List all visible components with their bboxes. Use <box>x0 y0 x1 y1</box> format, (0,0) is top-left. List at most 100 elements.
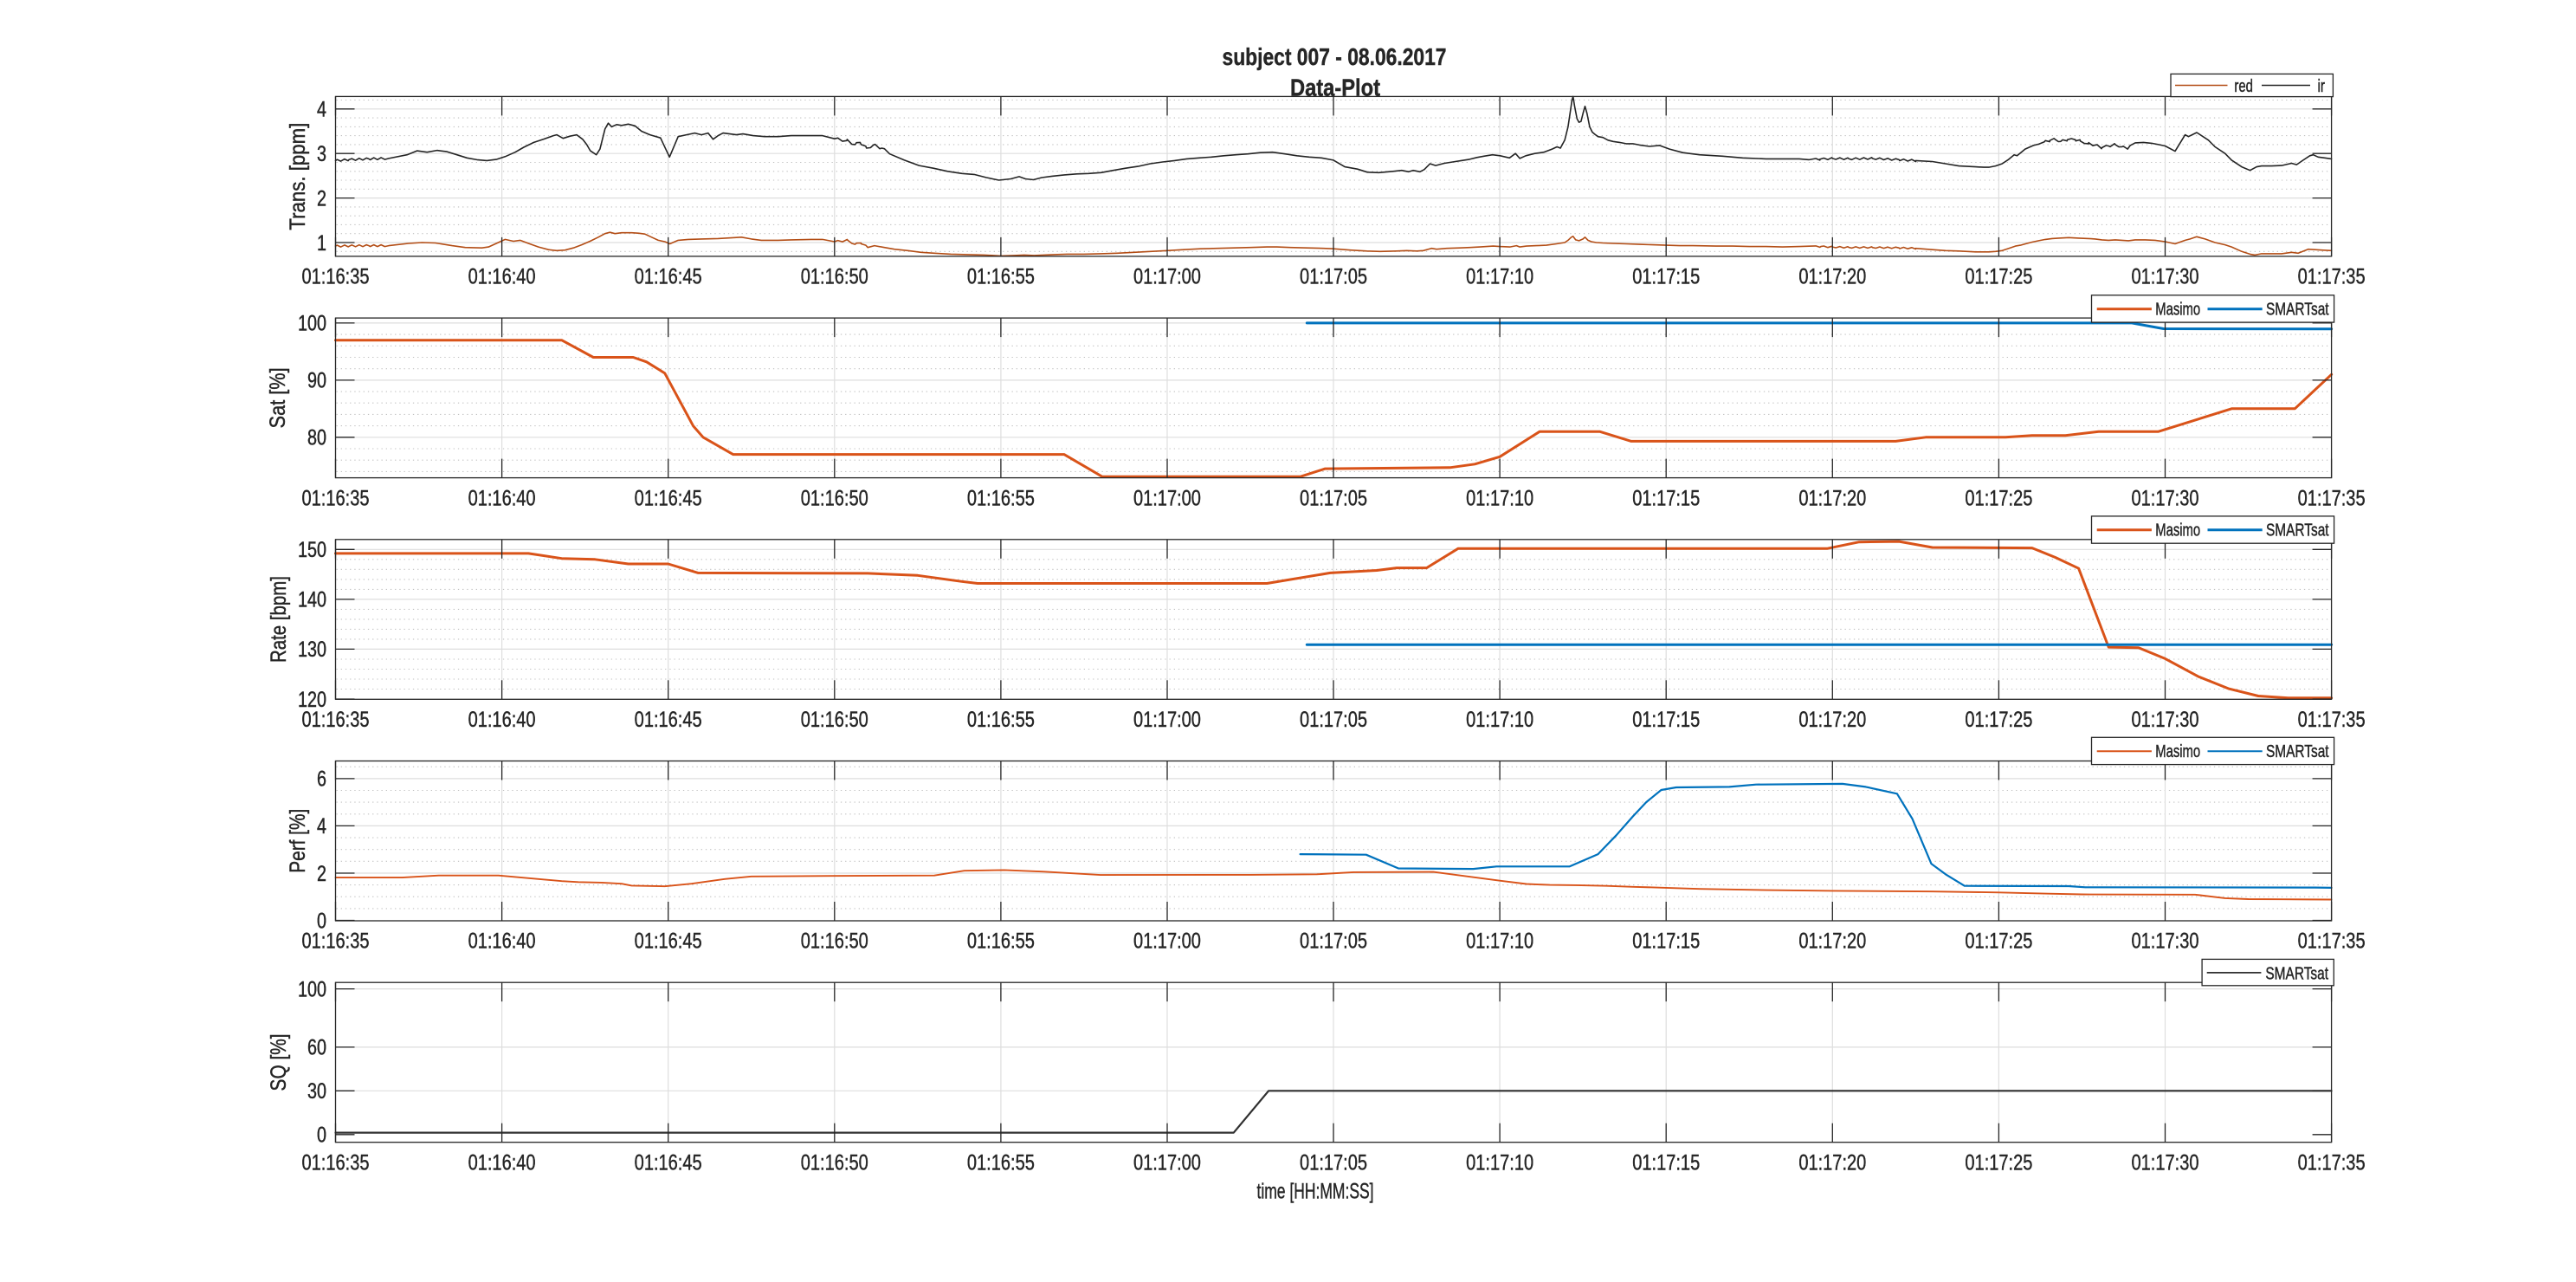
svg-text:01:17:10: 01:17:10 <box>1466 708 1533 732</box>
svg-text:3: 3 <box>317 142 326 166</box>
svg-text:01:16:40: 01:16:40 <box>468 486 536 510</box>
svg-text:4: 4 <box>317 98 326 122</box>
svg-text:01:17:00: 01:17:00 <box>1133 265 1201 289</box>
svg-text:01:17:20: 01:17:20 <box>1798 486 1866 510</box>
svg-text:01:17:25: 01:17:25 <box>1965 486 2032 510</box>
svg-text:Sat [%]: Sat [%] <box>266 367 290 428</box>
svg-text:01:17:05: 01:17:05 <box>1300 265 1367 289</box>
svg-text:01:17:15: 01:17:15 <box>1632 708 1700 732</box>
svg-text:0: 0 <box>317 1123 326 1148</box>
svg-text:30: 30 <box>307 1079 326 1104</box>
svg-text:01:17:05: 01:17:05 <box>1300 486 1367 510</box>
svg-text:01:17:35: 01:17:35 <box>2298 265 2366 289</box>
svg-text:01:16:35: 01:16:35 <box>302 486 370 510</box>
svg-text:01:17:25: 01:17:25 <box>1965 265 2032 289</box>
svg-text:ir: ir <box>2318 76 2326 96</box>
svg-text:01:16:45: 01:16:45 <box>635 708 702 732</box>
svg-text:01:17:00: 01:17:00 <box>1133 1150 1201 1175</box>
svg-text:01:17:25: 01:17:25 <box>1965 708 2032 732</box>
svg-text:01:17:20: 01:17:20 <box>1798 265 1866 289</box>
svg-text:01:17:30: 01:17:30 <box>2132 708 2199 732</box>
svg-text:Perf [%]: Perf [%] <box>286 809 310 873</box>
svg-text:01:17:25: 01:17:25 <box>1965 929 2032 954</box>
svg-text:2: 2 <box>317 862 326 886</box>
svg-text:time [HH:MM:SS]: time [HH:MM:SS] <box>1257 1180 1374 1204</box>
svg-text:SMARTsat: SMARTsat <box>2266 741 2329 761</box>
svg-text:01:17:05: 01:17:05 <box>1300 1150 1367 1175</box>
svg-text:01:16:45: 01:16:45 <box>635 1150 702 1175</box>
svg-text:01:17:10: 01:17:10 <box>1466 1150 1533 1175</box>
svg-text:01:16:50: 01:16:50 <box>801 1150 868 1175</box>
svg-text:subject 007 - 08.06.2017: subject 007 - 08.06.2017 <box>1223 43 1447 70</box>
svg-text:01:17:25: 01:17:25 <box>1965 1150 2032 1175</box>
svg-text:01:17:20: 01:17:20 <box>1798 708 1866 732</box>
svg-text:01:16:55: 01:16:55 <box>967 265 1035 289</box>
svg-text:01:17:35: 01:17:35 <box>2298 929 2366 954</box>
svg-text:01:16:50: 01:16:50 <box>801 265 868 289</box>
svg-text:01:16:55: 01:16:55 <box>967 1150 1035 1175</box>
svg-text:01:16:35: 01:16:35 <box>302 708 370 732</box>
svg-text:01:17:30: 01:17:30 <box>2132 929 2199 954</box>
svg-text:01:16:40: 01:16:40 <box>468 265 536 289</box>
svg-text:01:17:05: 01:17:05 <box>1300 708 1367 732</box>
svg-text:01:16:55: 01:16:55 <box>967 929 1035 954</box>
svg-text:01:17:30: 01:17:30 <box>2132 1150 2199 1175</box>
svg-text:01:17:35: 01:17:35 <box>2298 708 2366 732</box>
svg-text:SMARTsat: SMARTsat <box>2266 299 2329 319</box>
svg-text:01:17:15: 01:17:15 <box>1632 486 1700 510</box>
svg-text:01:16:50: 01:16:50 <box>801 486 868 510</box>
svg-text:120: 120 <box>298 688 326 712</box>
svg-text:80: 80 <box>307 426 326 450</box>
svg-text:150: 150 <box>298 538 326 562</box>
svg-text:01:17:10: 01:17:10 <box>1466 929 1533 954</box>
svg-text:01:16:55: 01:16:55 <box>967 708 1035 732</box>
svg-text:100: 100 <box>298 977 326 1001</box>
svg-text:140: 140 <box>298 588 326 612</box>
svg-text:01:16:40: 01:16:40 <box>468 929 536 954</box>
svg-text:01:17:10: 01:17:10 <box>1466 265 1533 289</box>
svg-text:SMARTsat: SMARTsat <box>2266 520 2329 540</box>
svg-text:6: 6 <box>317 767 326 792</box>
svg-text:01:17:00: 01:17:00 <box>1133 708 1201 732</box>
svg-text:01:17:00: 01:17:00 <box>1133 486 1201 510</box>
svg-text:Trans. [ppm]: Trans. [ppm] <box>286 123 310 230</box>
svg-text:90: 90 <box>307 369 326 393</box>
svg-text:Masimo: Masimo <box>2155 741 2200 761</box>
svg-text:01:17:35: 01:17:35 <box>2298 486 2366 510</box>
svg-text:60: 60 <box>307 1036 326 1060</box>
svg-text:Rate [bpm]: Rate [bpm] <box>267 576 291 663</box>
svg-text:01:17:10: 01:17:10 <box>1466 486 1533 510</box>
svg-text:01:17:00: 01:17:00 <box>1133 929 1201 954</box>
svg-text:SMARTsat: SMARTsat <box>2265 963 2328 983</box>
svg-text:01:16:45: 01:16:45 <box>635 265 702 289</box>
svg-text:100: 100 <box>298 312 326 336</box>
svg-text:Masimo: Masimo <box>2155 299 2200 319</box>
svg-text:1: 1 <box>317 231 326 256</box>
svg-text:01:17:05: 01:17:05 <box>1300 929 1367 954</box>
svg-text:01:16:45: 01:16:45 <box>635 929 702 954</box>
svg-text:01:16:40: 01:16:40 <box>468 1150 536 1175</box>
svg-text:01:16:35: 01:16:35 <box>302 265 370 289</box>
svg-text:01:16:40: 01:16:40 <box>468 708 536 732</box>
svg-text:01:17:15: 01:17:15 <box>1632 929 1700 954</box>
svg-text:2: 2 <box>317 186 326 210</box>
svg-text:01:16:55: 01:16:55 <box>967 486 1035 510</box>
svg-text:01:16:35: 01:16:35 <box>302 929 370 954</box>
svg-text:4: 4 <box>317 814 326 838</box>
svg-text:01:17:30: 01:17:30 <box>2132 265 2199 289</box>
svg-text:01:16:50: 01:16:50 <box>801 708 868 732</box>
svg-text:01:17:15: 01:17:15 <box>1632 1150 1700 1175</box>
svg-text:01:17:20: 01:17:20 <box>1798 1150 1866 1175</box>
svg-text:130: 130 <box>298 638 326 662</box>
svg-text:01:17:35: 01:17:35 <box>2298 1150 2366 1175</box>
svg-text:red: red <box>2234 76 2253 96</box>
svg-text:01:16:35: 01:16:35 <box>302 1150 370 1175</box>
svg-text:01:17:30: 01:17:30 <box>2132 486 2199 510</box>
svg-text:01:16:50: 01:16:50 <box>801 929 868 954</box>
svg-text:01:17:15: 01:17:15 <box>1632 265 1700 289</box>
svg-text:SQ [%]: SQ [%] <box>267 1033 291 1091</box>
svg-text:01:17:20: 01:17:20 <box>1798 929 1866 954</box>
svg-text:01:16:45: 01:16:45 <box>635 486 702 510</box>
svg-text:0: 0 <box>317 909 326 933</box>
svg-text:Masimo: Masimo <box>2155 520 2200 540</box>
